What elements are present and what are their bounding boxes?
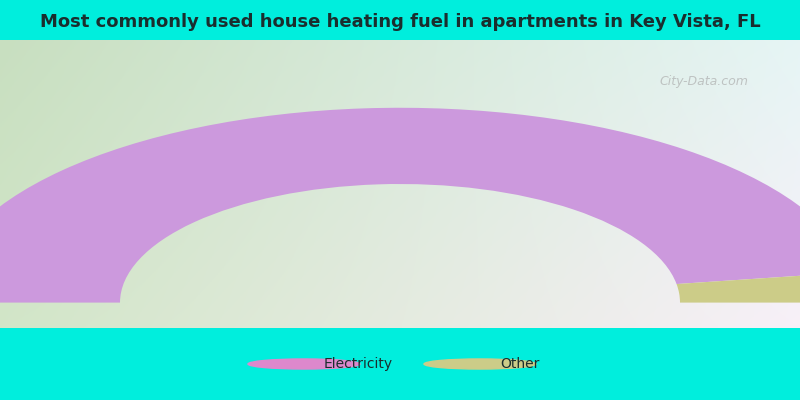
Text: Electricity: Electricity xyxy=(324,357,393,371)
Wedge shape xyxy=(677,272,800,302)
Text: Most commonly used house heating fuel in apartments in Key Vista, FL: Most commonly used house heating fuel in… xyxy=(40,13,760,31)
Circle shape xyxy=(248,359,360,369)
Text: Other: Other xyxy=(500,357,539,371)
Wedge shape xyxy=(0,108,800,302)
Text: City-Data.com: City-Data.com xyxy=(659,74,749,88)
Circle shape xyxy=(424,359,536,369)
